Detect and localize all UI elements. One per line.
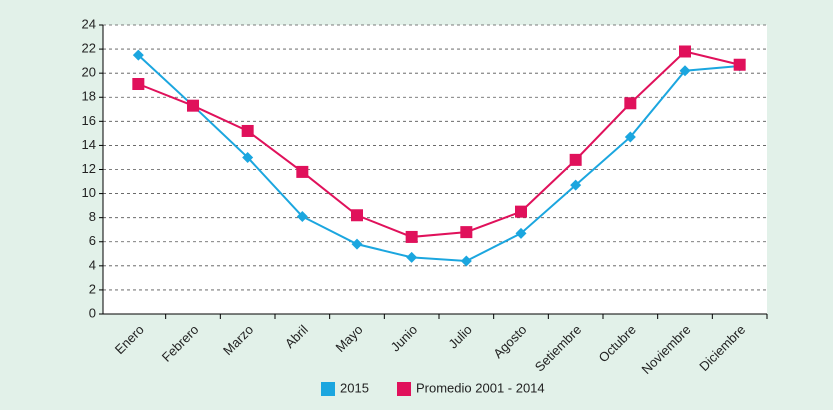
series-line xyxy=(137,54,740,263)
point xyxy=(460,255,472,267)
point xyxy=(624,97,637,110)
y-tick-label: 0 xyxy=(89,305,96,320)
point xyxy=(132,49,144,61)
point xyxy=(569,153,582,166)
legend-swatch xyxy=(397,382,411,396)
y-tick-label: 8 xyxy=(89,209,96,224)
y-tick-label: 18 xyxy=(82,89,96,104)
y-tick-label: 2 xyxy=(89,281,96,296)
point xyxy=(679,65,691,77)
y-tick-label: 10 xyxy=(82,185,96,200)
point xyxy=(296,165,309,178)
point xyxy=(515,205,527,218)
point xyxy=(570,179,582,191)
point xyxy=(515,227,527,239)
legend-label: 2015 xyxy=(340,380,369,395)
y-tick-label: 12 xyxy=(82,161,96,176)
point xyxy=(187,99,199,112)
y-tick-label: 4 xyxy=(89,257,96,272)
point xyxy=(241,124,254,137)
y-tick-label: 14 xyxy=(82,137,96,152)
y-tick-label: 22 xyxy=(82,41,96,56)
point xyxy=(351,238,363,250)
y-tick-label: 20 xyxy=(82,65,96,80)
y-tick-label: 6 xyxy=(89,233,96,248)
point xyxy=(624,131,636,143)
point xyxy=(406,251,418,263)
point xyxy=(242,151,254,163)
y-tick-label: 24 xyxy=(82,16,96,31)
legend-label: Promedio 2001 - 2014 xyxy=(416,380,545,395)
point xyxy=(132,78,145,91)
y-tick-label: 16 xyxy=(82,113,96,128)
point xyxy=(679,45,691,58)
point xyxy=(351,209,363,222)
point xyxy=(733,58,746,71)
point xyxy=(460,226,473,239)
legend-swatch xyxy=(321,382,335,396)
series-line xyxy=(137,50,740,238)
point xyxy=(296,210,308,222)
point xyxy=(405,230,418,243)
